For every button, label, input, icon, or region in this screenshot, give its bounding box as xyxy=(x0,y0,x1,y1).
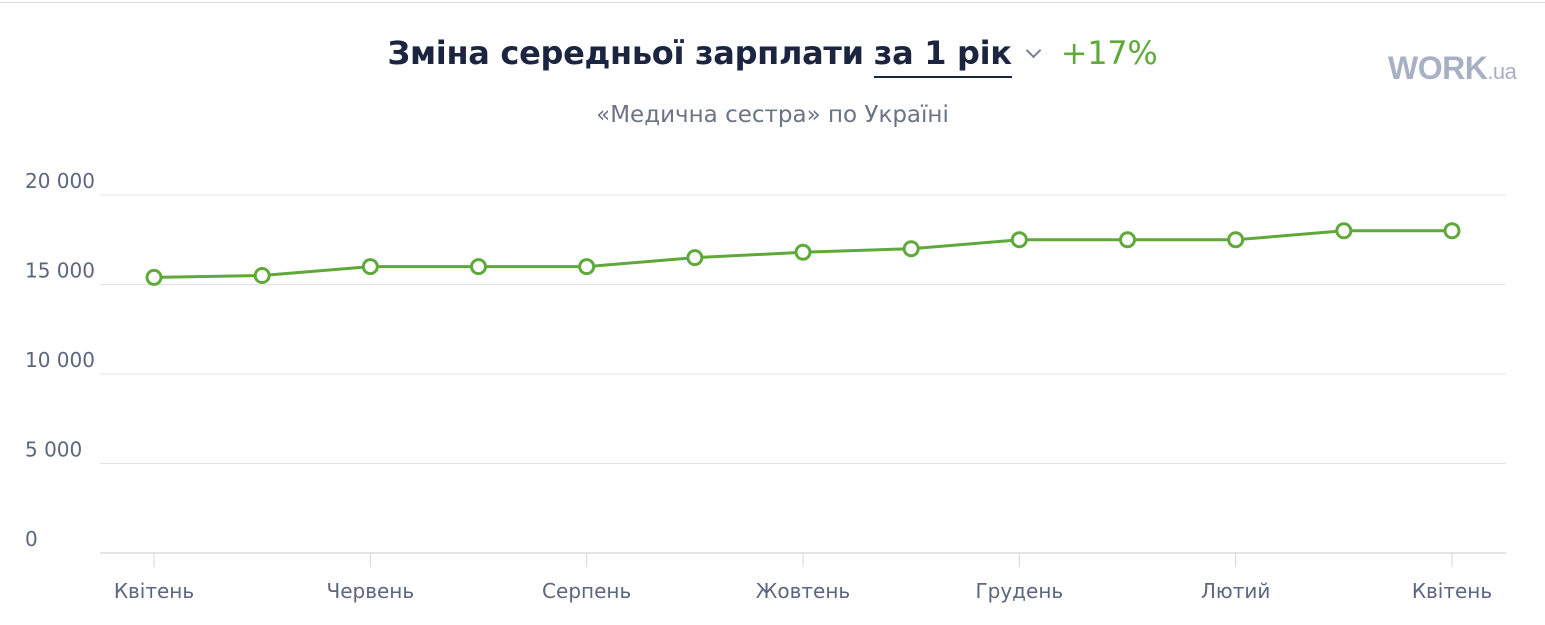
x-tick-label: Серпень xyxy=(542,579,631,603)
data-point[interactable] xyxy=(470,258,487,276)
chart-title: Зміна середньої зарплати xyxy=(387,34,865,72)
x-tick-label: Червень xyxy=(326,579,414,603)
chart-header: Зміна середньої зарплати за 1 рік +17% xyxy=(0,34,1545,78)
data-point[interactable] xyxy=(686,249,704,267)
y-tick-label: 15 000 xyxy=(25,259,95,283)
data-point[interactable] xyxy=(1443,222,1461,240)
x-tick-label: Квітень xyxy=(114,579,194,603)
data-point[interactable] xyxy=(145,268,163,286)
x-tick-label: Квітень xyxy=(1412,579,1492,603)
data-point[interactable] xyxy=(1227,231,1245,249)
x-tick-label: Лютий xyxy=(1201,579,1271,603)
data-point[interactable] xyxy=(253,267,271,285)
change-percent: +17% xyxy=(1060,34,1158,72)
logo-main: WORK xyxy=(1388,50,1488,86)
x-tick-label: Жовтень xyxy=(756,579,850,603)
title-row: Зміна середньої зарплати за 1 рік +17% xyxy=(388,34,1158,78)
y-tick-label: 0 xyxy=(25,527,38,551)
data-point[interactable] xyxy=(1335,222,1353,240)
x-tick-label: Грудень xyxy=(975,579,1063,603)
logo-suffix: .ua xyxy=(1487,59,1517,84)
y-tick-label: 5 000 xyxy=(25,438,82,462)
y-tick-label: 10 000 xyxy=(25,348,95,372)
data-point[interactable] xyxy=(578,258,596,276)
data-point[interactable] xyxy=(1010,231,1028,249)
period-selector[interactable]: за 1 рік xyxy=(873,34,1012,78)
data-point[interactable] xyxy=(1119,231,1136,249)
y-tick-label: 20 000 xyxy=(25,169,95,193)
data-point[interactable] xyxy=(902,240,920,258)
chart-subtitle: «Медична сестра» по Україні xyxy=(596,102,949,128)
top-divider xyxy=(0,2,1545,3)
data-point[interactable] xyxy=(794,243,812,261)
work-ua-logo: WORK.ua xyxy=(1388,50,1517,87)
data-point[interactable] xyxy=(361,258,379,276)
